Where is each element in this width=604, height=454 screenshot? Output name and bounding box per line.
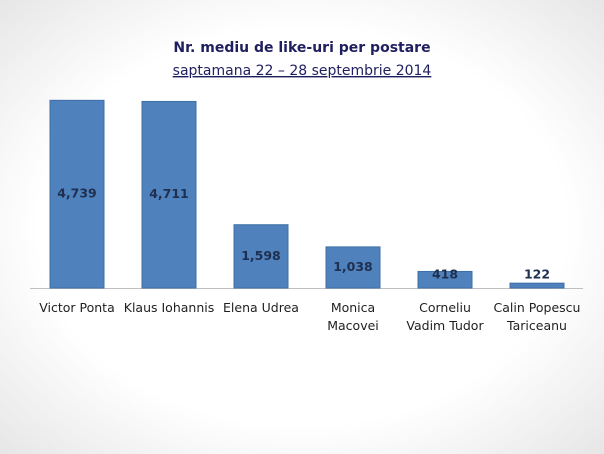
- x-tick-label: Calin Popescu Tariceanu: [493, 300, 581, 333]
- bar: [325, 246, 381, 289]
- value-label: 122: [524, 267, 550, 282]
- bar: [509, 282, 565, 289]
- bar: [233, 224, 289, 289]
- value-label: 1,038: [333, 259, 373, 274]
- bar: [49, 99, 105, 289]
- x-tick-label: Elena Udrea: [223, 300, 299, 315]
- x-tick-label: Corneliu Vadim Tudor: [406, 300, 484, 333]
- x-tick-label: Victor Ponta: [39, 300, 115, 315]
- value-label: 4,739: [57, 186, 97, 201]
- chart-title: Nr. mediu de like-uri per postare: [173, 40, 430, 56]
- x-tick-label: Klaus Iohannis: [123, 300, 215, 315]
- bar: [417, 270, 473, 289]
- value-label: 418: [432, 267, 458, 282]
- x-tick-label: Monica Macovei: [327, 300, 379, 333]
- chart-subtitle: saptamana 22 – 28 septembrie 2014: [173, 63, 432, 79]
- bar: [141, 100, 197, 289]
- value-label: 4,711: [149, 186, 189, 201]
- value-label: 1,598: [241, 248, 281, 263]
